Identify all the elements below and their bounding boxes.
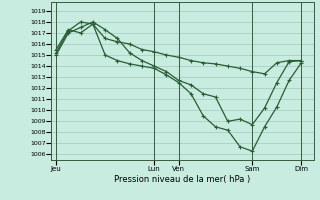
X-axis label: Pression niveau de la mer( hPa ): Pression niveau de la mer( hPa ) bbox=[114, 175, 251, 184]
